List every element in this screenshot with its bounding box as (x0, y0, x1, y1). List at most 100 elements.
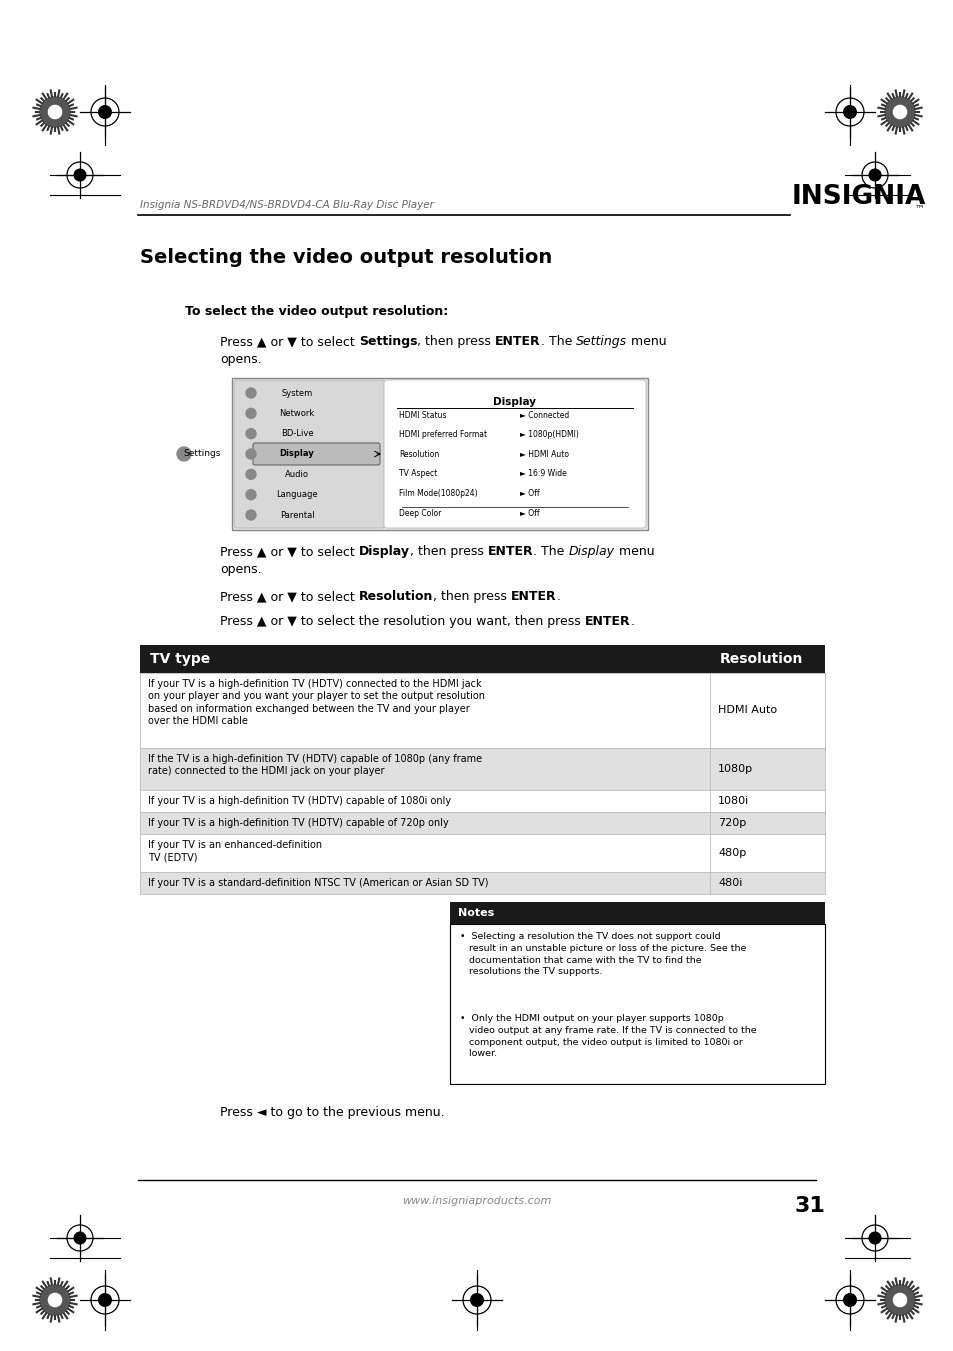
Text: Network: Network (279, 409, 314, 417)
Text: Audio: Audio (285, 470, 309, 478)
Circle shape (842, 105, 856, 119)
FancyBboxPatch shape (140, 871, 824, 894)
Text: Settings: Settings (576, 335, 626, 349)
FancyBboxPatch shape (384, 380, 645, 528)
Text: , then press: , then press (410, 544, 487, 558)
Text: Insignia NS-BRDVD4/NS-BRDVD4-CA Blu-Ray Disc Player: Insignia NS-BRDVD4/NS-BRDVD4-CA Blu-Ray … (140, 200, 434, 209)
Text: If your TV is a standard-definition NTSC TV (American or Asian SD TV): If your TV is a standard-definition NTSC… (148, 878, 488, 888)
FancyBboxPatch shape (232, 378, 647, 530)
Text: . The: . The (540, 335, 576, 349)
Text: ► HDMI Auto: ► HDMI Auto (519, 450, 568, 459)
Circle shape (98, 105, 112, 119)
Circle shape (177, 447, 191, 461)
Text: menu: menu (626, 335, 666, 349)
FancyBboxPatch shape (140, 834, 824, 871)
Text: Display: Display (279, 450, 314, 458)
Text: Press ▲ or ▼ to select: Press ▲ or ▼ to select (220, 544, 358, 558)
Circle shape (842, 1294, 856, 1306)
FancyBboxPatch shape (450, 902, 824, 924)
Text: Settings: Settings (183, 450, 220, 458)
Text: menu: menu (614, 544, 654, 558)
Circle shape (246, 408, 255, 419)
Text: 480i: 480i (718, 878, 741, 888)
Circle shape (892, 105, 905, 119)
Text: 1080p: 1080p (718, 765, 752, 774)
Circle shape (246, 388, 255, 399)
Text: HDMI preferred Format: HDMI preferred Format (398, 430, 487, 439)
Text: Selecting the video output resolution: Selecting the video output resolution (140, 249, 552, 267)
Circle shape (40, 97, 70, 127)
Text: BD-Live: BD-Live (280, 430, 313, 438)
Text: Resolution: Resolution (358, 590, 433, 603)
Text: 480p: 480p (718, 848, 745, 858)
Circle shape (246, 509, 255, 520)
FancyBboxPatch shape (140, 748, 824, 790)
Circle shape (868, 169, 880, 181)
Text: Press ▲ or ▼ to select the resolution you want, then press: Press ▲ or ▼ to select the resolution yo… (220, 615, 584, 628)
Text: ENTER: ENTER (584, 615, 630, 628)
Circle shape (49, 1293, 62, 1306)
Text: •  Selecting a resolution the TV does not support could
   result in an unstable: • Selecting a resolution the TV does not… (459, 932, 745, 977)
FancyBboxPatch shape (140, 644, 824, 673)
FancyBboxPatch shape (140, 790, 824, 812)
Text: ENTER: ENTER (511, 590, 556, 603)
Text: Resolution: Resolution (720, 653, 802, 666)
Text: ► Off: ► Off (519, 508, 539, 517)
Circle shape (470, 1294, 483, 1306)
Text: 720p: 720p (718, 817, 745, 828)
Circle shape (892, 1293, 905, 1306)
Circle shape (246, 469, 255, 480)
Text: Resolution: Resolution (398, 450, 438, 459)
Text: If your TV is an enhanced-definition
TV (EDTV): If your TV is an enhanced-definition TV … (148, 840, 322, 862)
Text: opens.: opens. (220, 353, 261, 366)
Text: .: . (556, 590, 560, 603)
Text: ► 16:9 Wide: ► 16:9 Wide (519, 469, 566, 478)
Text: ™: ™ (914, 203, 923, 213)
Text: ENTER: ENTER (487, 544, 533, 558)
Circle shape (74, 1232, 86, 1244)
Text: Language: Language (276, 490, 317, 499)
Text: . The: . The (533, 544, 568, 558)
Text: TV Aspect: TV Aspect (398, 469, 436, 478)
Text: System: System (281, 389, 313, 397)
Circle shape (884, 1285, 914, 1315)
Text: ► Connected: ► Connected (519, 411, 569, 420)
Text: If your TV is a high-definition TV (HDTV) connected to the HDMI jack
on your pla: If your TV is a high-definition TV (HDTV… (148, 680, 484, 727)
Text: Parental: Parental (279, 511, 314, 520)
Text: Display: Display (493, 397, 536, 407)
Text: Notes: Notes (457, 908, 494, 917)
Circle shape (246, 489, 255, 500)
Text: Press ▲ or ▼ to select: Press ▲ or ▼ to select (220, 335, 358, 349)
Text: Settings: Settings (358, 335, 416, 349)
Text: opens.: opens. (220, 563, 261, 576)
Circle shape (884, 97, 914, 127)
Circle shape (246, 428, 255, 439)
Text: HDMI Auto: HDMI Auto (718, 705, 777, 715)
Text: •  Only the HDMI output on your player supports 1080p
   video output at any fra: • Only the HDMI output on your player su… (459, 1015, 756, 1058)
Text: Press ▲ or ▼ to select: Press ▲ or ▼ to select (220, 590, 358, 603)
FancyBboxPatch shape (253, 443, 379, 465)
Text: To select the video output resolution:: To select the video output resolution: (185, 305, 448, 317)
Circle shape (74, 169, 86, 181)
Circle shape (98, 1294, 112, 1306)
FancyBboxPatch shape (140, 812, 824, 834)
Circle shape (49, 105, 62, 119)
Text: ► 1080p(HDMI): ► 1080p(HDMI) (519, 430, 578, 439)
FancyBboxPatch shape (140, 673, 824, 748)
Text: Display: Display (358, 544, 410, 558)
Text: If your TV is a high-definition TV (HDTV) capable of 1080i only: If your TV is a high-definition TV (HDTV… (148, 796, 451, 807)
Text: ENTER: ENTER (495, 335, 540, 349)
Text: , then press: , then press (416, 335, 495, 349)
Text: .: . (630, 615, 634, 628)
Text: Display: Display (568, 544, 614, 558)
Text: If the TV is a high-definition TV (HDTV) capable of 1080p (any frame
rate) conne: If the TV is a high-definition TV (HDTV)… (148, 754, 481, 777)
Circle shape (246, 449, 255, 459)
Text: 1080i: 1080i (718, 796, 748, 807)
Text: www.insigniaproducts.com: www.insigniaproducts.com (402, 1196, 551, 1206)
FancyBboxPatch shape (450, 924, 824, 1084)
Circle shape (40, 1285, 70, 1315)
Text: Film Mode(1080p24): Film Mode(1080p24) (398, 489, 477, 499)
Text: ► Off: ► Off (519, 489, 539, 499)
FancyBboxPatch shape (233, 380, 385, 528)
Text: HDMI Status: HDMI Status (398, 411, 446, 420)
